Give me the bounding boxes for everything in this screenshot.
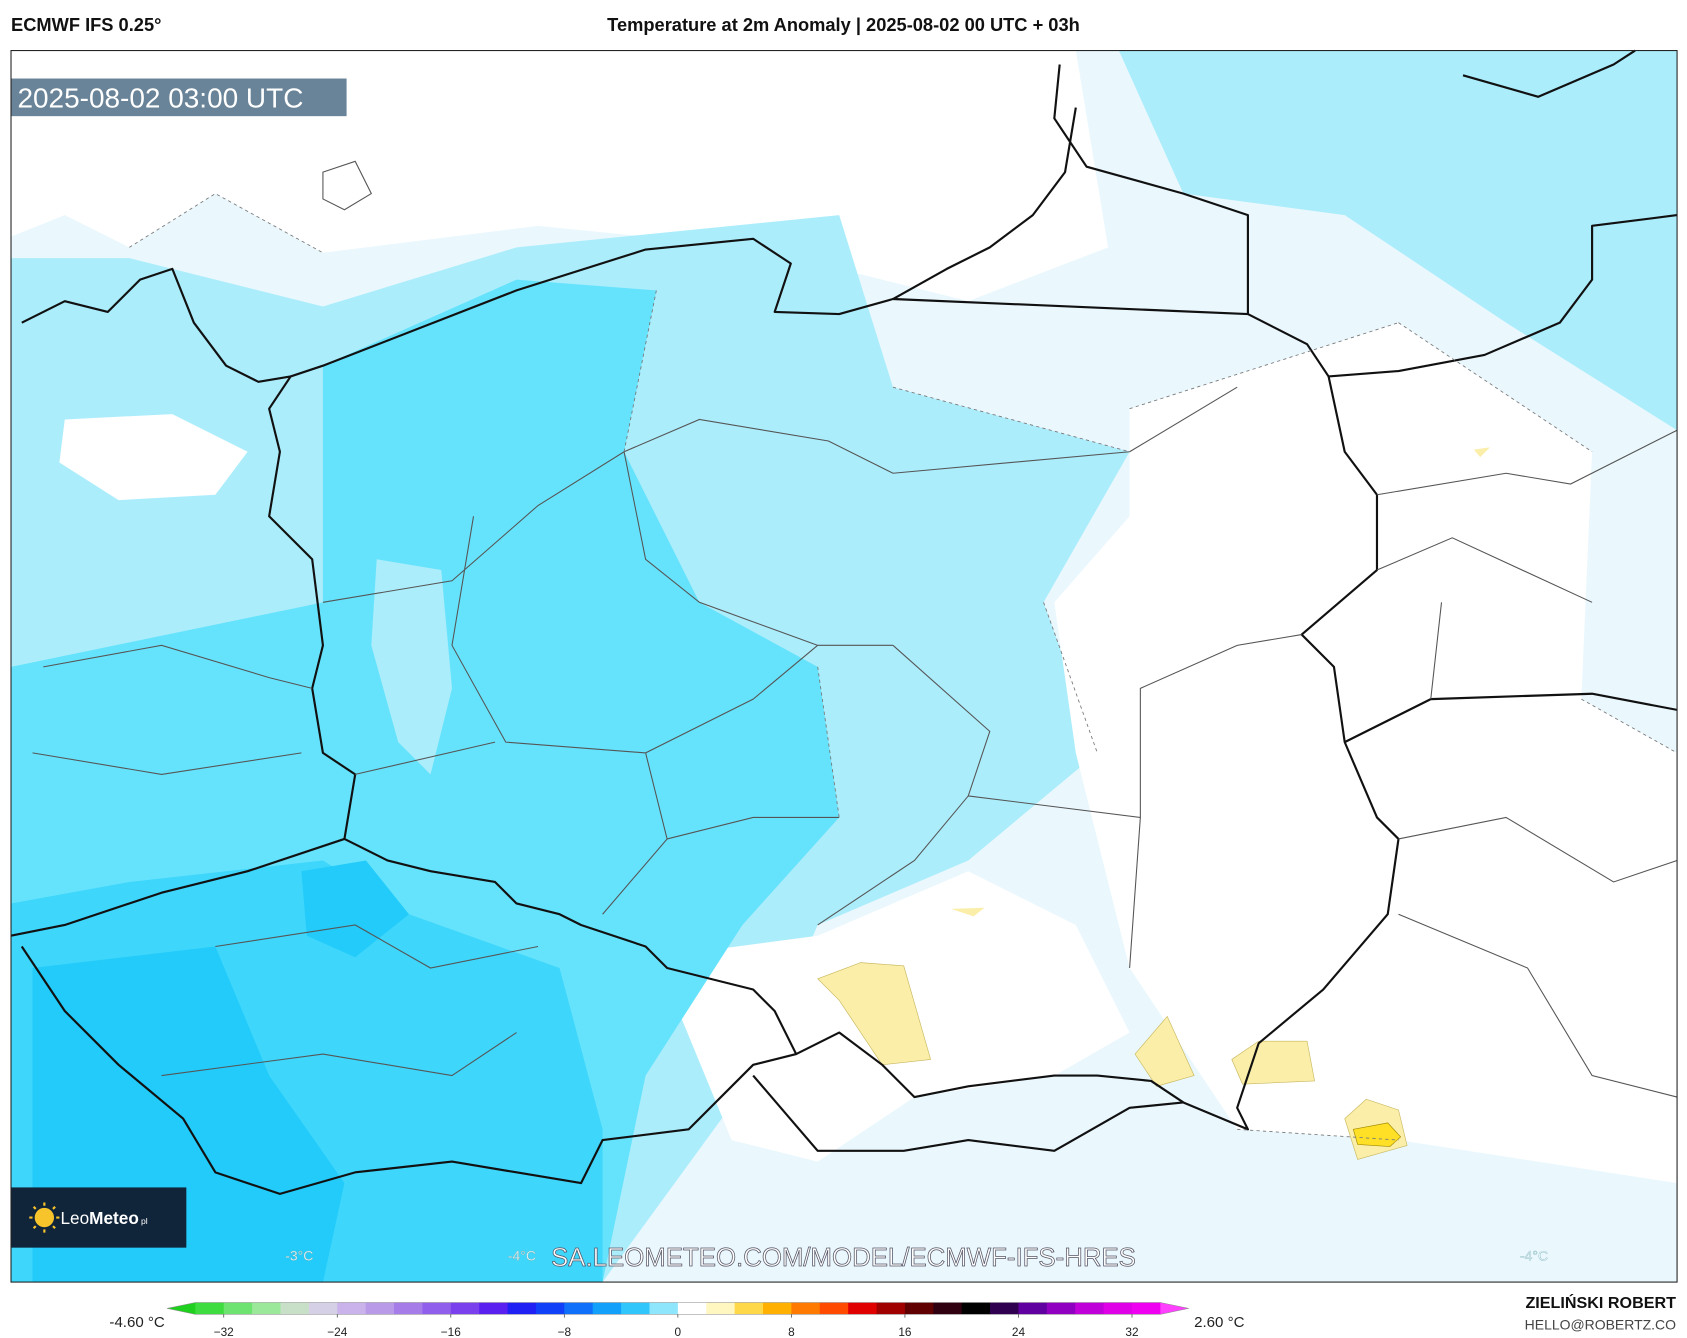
colorbar-segment	[422, 1302, 452, 1315]
colorbar-segment	[337, 1302, 367, 1315]
colorbar-tick-label: −24	[327, 1325, 347, 1338]
field-yellow	[1473, 447, 1490, 458]
field-light-blue	[1118, 50, 1678, 431]
coastline	[892, 107, 1077, 300]
country-border	[1053, 64, 1249, 315]
colorbar-tick-label: −32	[214, 1325, 234, 1338]
colorbar-segment	[394, 1302, 423, 1315]
field-light-blue	[371, 559, 452, 775]
colorbar-segment	[1160, 1302, 1189, 1315]
colorbar-segment	[819, 1302, 849, 1315]
colorbar: -4.60 °C 2.60 °C −32 −24 −16 −8 0 8 16 24 32	[109, 1302, 1245, 1338]
contour-label: -3°C	[285, 1248, 313, 1264]
colorbar-tick-label: −8	[558, 1325, 572, 1338]
logo-text: LeoMeteo pl	[60, 1208, 147, 1228]
colorbar-segment	[507, 1302, 537, 1315]
colorbar-segment	[1046, 1302, 1076, 1315]
colorbar-tick-label: 24	[1012, 1325, 1026, 1338]
colorbar-segment	[1018, 1302, 1048, 1315]
field-yellow	[1231, 1040, 1315, 1085]
logo-sun	[34, 1207, 55, 1228]
colorbar-segment	[564, 1302, 594, 1315]
colorbar-min-label: -4.60 °C	[109, 1314, 164, 1331]
colorbar-segment	[791, 1302, 821, 1315]
country-border	[752, 1074, 1184, 1152]
colorbar-max-label: 2.60 °C	[1194, 1314, 1244, 1331]
logo-rays	[29, 1202, 60, 1233]
colorbar-segment	[252, 1302, 282, 1315]
field-deeper-cyan	[301, 860, 409, 958]
colorbar-segment	[1131, 1302, 1161, 1315]
field-yellow	[1134, 1015, 1195, 1087]
field-orange-yellow	[1352, 1122, 1402, 1147]
watermark: SA.LEOMETEO.COM/MODEL/ECMWF-IFS-HRES	[551, 1244, 1136, 1272]
timestamp-box	[11, 78, 347, 117]
colorbar-outline	[166, 1302, 1189, 1315]
colorbar-segment	[223, 1302, 253, 1315]
colorbar-segment	[734, 1302, 764, 1315]
colorbar-segment	[621, 1302, 651, 1315]
country-border	[1462, 49, 1636, 98]
map-frame	[10, 50, 1678, 1283]
colorbar-segment	[166, 1302, 196, 1315]
colorbar-segment	[1075, 1302, 1105, 1315]
colorbar-segment	[990, 1302, 1019, 1315]
country-border	[20, 945, 797, 1195]
colorbar-tick-label: 0	[675, 1325, 682, 1338]
region-border	[32, 386, 1678, 1098]
colorbar-segment	[592, 1302, 622, 1315]
logo: LeoMeteo pl	[11, 1187, 187, 1248]
country-border	[1344, 692, 1678, 744]
logo-name: Leo	[60, 1208, 89, 1228]
colorbar-tick-label: 32	[1125, 1325, 1138, 1338]
colorbar-segment	[876, 1302, 906, 1315]
author-email: HELLO@ROBERTZ.CO	[1525, 1316, 1676, 1332]
colorbar-segment	[535, 1302, 565, 1315]
colorbar-segment	[649, 1302, 679, 1315]
colorbar-tick-label: 8	[788, 1325, 795, 1338]
colorbar-segment	[1103, 1302, 1133, 1315]
contour-label: -4°C	[508, 1248, 536, 1264]
model-label: ECMWF IFS 0.25°	[11, 14, 161, 35]
timestamp: 2025-08-02 03:00 UTC	[17, 83, 303, 114]
colorbar-segment	[308, 1302, 338, 1315]
logo-name-bold: Meteo	[89, 1208, 139, 1228]
colorbar-segment	[961, 1302, 991, 1315]
coastline	[21, 267, 291, 383]
colorbar-segment	[933, 1302, 963, 1315]
colorbar-segment	[479, 1302, 509, 1315]
author: ZIELIŃSKI ROBERT	[1525, 1293, 1676, 1312]
contour-label: -4°C	[1520, 1248, 1548, 1264]
country-border	[10, 837, 345, 937]
colorbar-segment	[848, 1302, 878, 1315]
contour-line	[129, 193, 1678, 1141]
colorbar-segment	[195, 1302, 225, 1315]
lake	[322, 160, 373, 211]
colorbar-segment	[677, 1302, 707, 1315]
map-area: 2025-08-02 03:00 UTC -3°C -4°C -4°C SA.L…	[10, 49, 1678, 1283]
colorbar-segment	[763, 1302, 792, 1315]
colorbar-segment	[365, 1302, 395, 1315]
country-border	[1328, 214, 1678, 378]
field-yellow	[951, 907, 985, 917]
field-yellow	[817, 962, 932, 1066]
country-border	[268, 237, 1400, 1131]
logo-suffix: pl	[141, 1216, 148, 1226]
colorbar-segment	[280, 1302, 310, 1315]
colorbar-tick-label: 16	[898, 1325, 912, 1338]
colorbar-tick-label: −16	[441, 1325, 461, 1338]
colorbar-segment	[450, 1302, 480, 1315]
field-white	[1054, 322, 1678, 1184]
field-white	[59, 414, 248, 501]
colorbar-segment	[904, 1302, 934, 1315]
map-title: Temperature at 2m Anomaly | 2025-08-02 0…	[607, 14, 1080, 35]
colorbar-segment	[706, 1302, 736, 1315]
